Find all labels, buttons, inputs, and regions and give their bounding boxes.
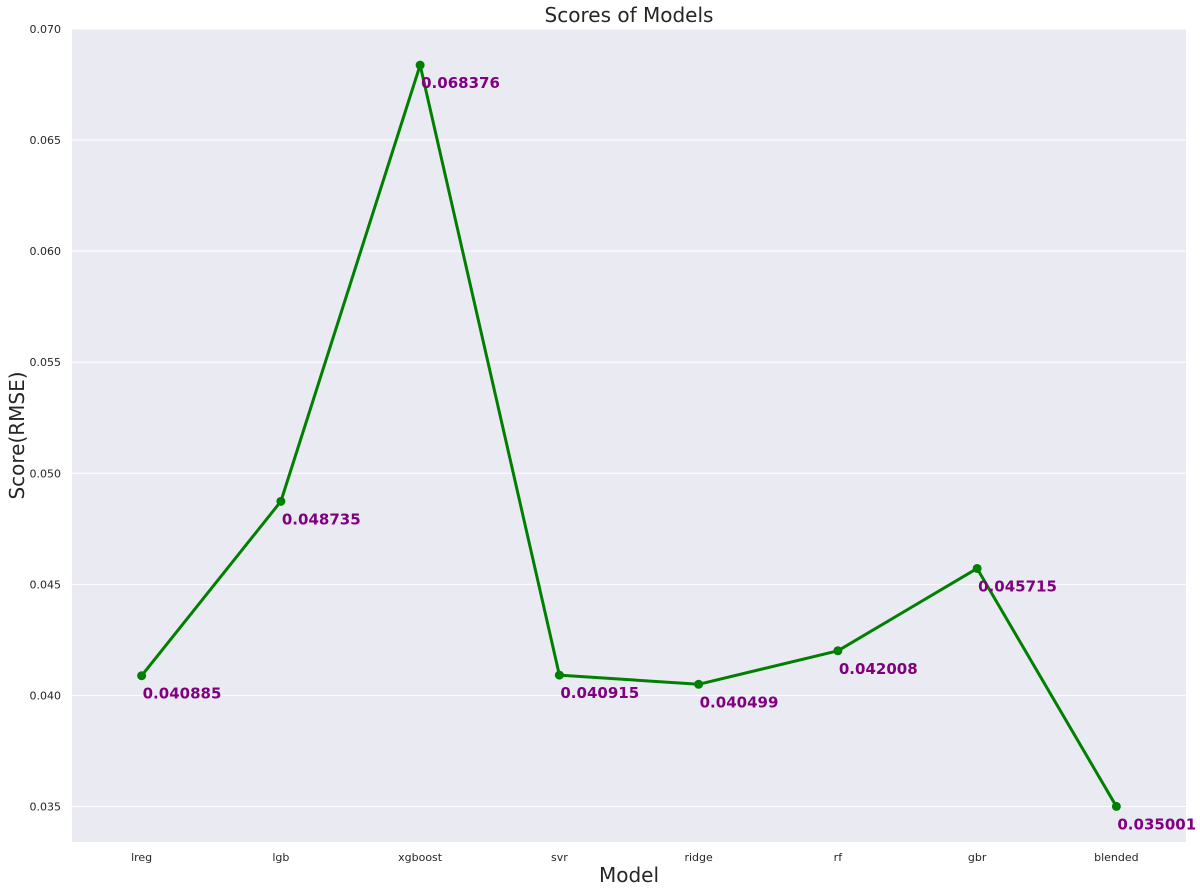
- data-label: 0.035001: [1117, 815, 1196, 833]
- data-label: 0.068376: [421, 74, 500, 92]
- y-tick-label: 0.060: [30, 245, 62, 258]
- data-labels: 0.040885 0.048735 0.068376 0.040915 0.040499…: [143, 74, 1197, 833]
- y-tick-label: 0.040: [30, 689, 62, 702]
- x-axis-ticks: lreg lgb xgboost svr ridge rf gbr blended: [131, 851, 1139, 864]
- y-tick-label: 0.050: [30, 467, 62, 480]
- data-point: [694, 679, 704, 689]
- y-tick-label: 0.065: [30, 134, 62, 147]
- data-label: 0.040499: [700, 693, 779, 711]
- data-point: [276, 496, 286, 506]
- x-tick-label: lreg: [131, 851, 152, 864]
- x-tick-label: xgboost: [398, 851, 443, 864]
- data-label: 0.040885: [143, 685, 222, 703]
- y-axis-ticks: 0.035 0.040 0.045 0.050 0.055 0.060 0.065 0.070: [30, 23, 62, 813]
- y-tick-label: 0.070: [30, 23, 62, 36]
- y-tick-label: 0.035: [30, 800, 62, 813]
- x-tick-label: svr: [551, 851, 568, 864]
- x-tick-label: gbr: [968, 851, 987, 864]
- data-point: [833, 646, 843, 656]
- x-tick-label: rf: [834, 851, 844, 864]
- data-point: [1111, 801, 1121, 811]
- data-label: 0.045715: [978, 577, 1057, 595]
- data-label: 0.042008: [839, 660, 918, 678]
- y-axis-label: Score(RMSE): [5, 371, 29, 499]
- data-points: [137, 60, 1121, 811]
- x-axis-label: Model: [599, 863, 659, 887]
- data-point: [415, 60, 425, 70]
- data-point: [554, 670, 564, 680]
- series-line: [140, 63, 1118, 808]
- data-label: 0.040915: [560, 684, 639, 702]
- data-point: [972, 563, 982, 573]
- grid-lines: [72, 28, 1186, 807]
- chart-title: Scores of Models: [545, 3, 714, 27]
- x-tick-label: ridge: [684, 851, 713, 864]
- y-tick-label: 0.055: [30, 356, 62, 369]
- data-point: [137, 671, 147, 681]
- data-label: 0.048735: [282, 510, 361, 528]
- x-tick-label: lgb: [272, 851, 289, 864]
- plot-area: [72, 29, 1186, 842]
- y-tick-label: 0.045: [30, 578, 62, 591]
- x-tick-label: blended: [1094, 851, 1139, 864]
